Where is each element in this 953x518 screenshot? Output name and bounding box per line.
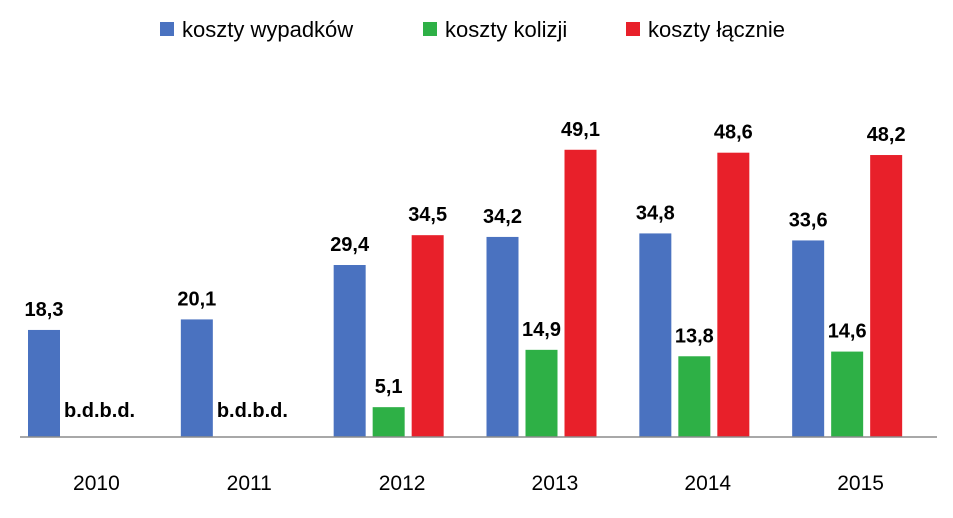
legend-label-koszty-lacznie: koszty łącznie	[648, 17, 785, 42]
missing-data-label-2011: b.d.b.d.	[217, 400, 288, 422]
bar-koszty-kolizji-2012	[372, 407, 405, 437]
value-label-koszty-lacznie-2015: 48,2	[867, 124, 906, 146]
bar-koszty-wypadkow-2013	[486, 236, 519, 437]
x-tick-label-2014: 2014	[684, 472, 731, 495]
x-tick-label-2013: 2013	[532, 472, 579, 495]
bar-koszty-wypadkow-2011	[180, 319, 213, 437]
value-label-koszty-kolizji-2012: 5,1	[375, 376, 403, 398]
missing-data-label-2010: b.d.b.d.	[64, 400, 135, 422]
bar-koszty-lacznie-2013	[564, 149, 597, 437]
bar-koszty-wypadkow-2012	[333, 265, 366, 437]
bar-koszty-kolizji-2013	[525, 349, 558, 437]
legend-label-koszty-kolizji: koszty kolizji	[445, 17, 567, 42]
x-tick-label-2012: 2012	[379, 472, 426, 495]
value-label-koszty-wypadkow-2015: 33,6	[789, 209, 828, 231]
bar-koszty-lacznie-2015	[870, 155, 903, 437]
bar-koszty-kolizji-2015	[831, 351, 864, 437]
value-label-koszty-kolizji-2014: 13,8	[675, 325, 714, 347]
bar-koszty-wypadkow-2015	[792, 240, 825, 437]
bars	[28, 149, 903, 437]
value-label-koszty-kolizji-2013: 14,9	[522, 319, 561, 341]
value-label-koszty-wypadkow-2013: 34,2	[483, 206, 522, 228]
value-label-koszty-kolizji-2015: 14,6	[828, 321, 867, 343]
bar-koszty-kolizji-2014	[678, 356, 711, 437]
legend-label-koszty-wypadkow: koszty wypadków	[182, 17, 353, 42]
legend-swatch-koszty-wypadkow	[160, 22, 174, 36]
bar-koszty-lacznie-2014	[717, 152, 750, 437]
value-label-koszty-wypadkow-2012: 29,4	[330, 234, 370, 256]
x-tick-label-2011: 2011	[227, 472, 272, 495]
legend-swatch-koszty-lacznie	[626, 22, 640, 36]
x-tick-label-2015: 2015	[837, 472, 884, 495]
x-axis-ticks: 2010 2011 2012 2013 2014 2015	[73, 472, 884, 495]
value-labels: b.d.b.d. 18,3 b.d.b.d. 20,1 29,4 5,1 34,5 34,2 1…	[25, 119, 906, 422]
bar-koszty-wypadkow-2010	[28, 329, 60, 437]
value-label-koszty-wypadkow-2014: 34,8	[636, 202, 675, 224]
bar-koszty-wypadkow-2014	[639, 233, 672, 437]
value-label-koszty-lacznie-2012: 34,5	[408, 204, 447, 226]
value-label-koszty-lacznie-2013: 49,1	[561, 119, 600, 141]
legend-swatch-koszty-kolizji	[423, 22, 437, 36]
legend: koszty wypadków koszty kolizji koszty łącz…	[160, 17, 785, 42]
value-label-koszty-lacznie-2014: 48,6	[714, 122, 753, 144]
value-label-koszty-wypadkow-2010: 18,3	[25, 299, 64, 321]
value-label-koszty-wypadkow-2011: 20,1	[177, 288, 216, 310]
bar-koszty-lacznie-2012	[411, 235, 444, 437]
x-tick-label-2010: 2010	[73, 472, 120, 495]
